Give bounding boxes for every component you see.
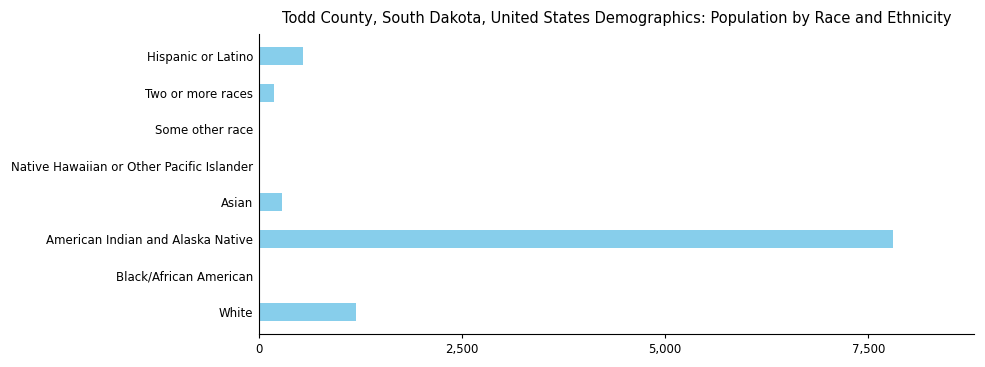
Bar: [259, 303, 357, 321]
Bar: [259, 230, 892, 248]
Title: Todd County, South Dakota, United States Demographics: Population by Race and Et: Todd County, South Dakota, United States…: [282, 11, 952, 26]
Bar: [259, 120, 260, 138]
Bar: [259, 193, 283, 211]
Bar: [259, 47, 303, 65]
Bar: [259, 84, 274, 102]
